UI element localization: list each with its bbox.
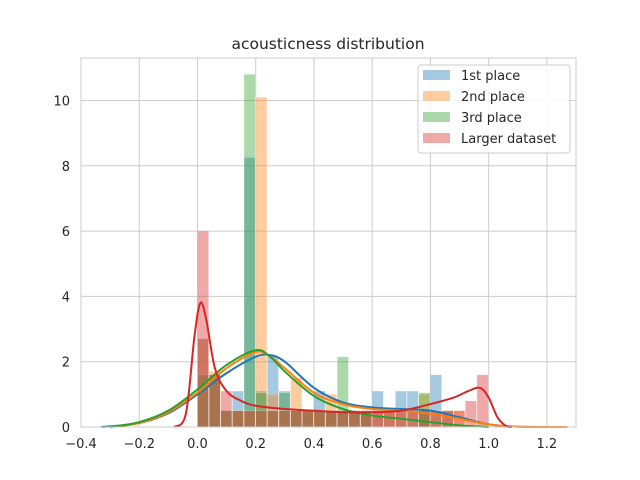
histogram-bar-larger-dataset [465,400,477,428]
histogram-bar-larger-dataset [243,410,256,428]
plot-frame [80,57,577,428]
legend: 1st place 2nd place 3rd place Larger datase… [417,64,571,154]
kde-line-1st-place [101,353,547,428]
x-tick-label: 0.4 [304,437,325,452]
x-tick-label: −0.4 [65,437,97,452]
y-axis-ticks: 0 2 4 6 8 10 [53,94,70,436]
x-tick-label: 0.6 [362,437,383,452]
x-axis-ticks: −0.4 −0.2 0.0 0.2 0.4 0.6 0.8 1.0 1.2 [65,437,557,452]
histogram-bar-larger-dataset [325,410,337,428]
legend-swatch [423,91,450,101]
histogram-bar-larger-dataset [290,410,303,428]
histogram-bar-larger-dataset [220,390,233,428]
legend-swatch [423,133,450,143]
histogram-bar-larger-dataset [232,410,244,428]
histogram-bar-larger-dataset [278,410,291,428]
legend-label: 3rd place [461,111,522,126]
kde-curves [101,301,568,429]
kde-line-3rd-place [109,349,489,428]
kde-line-larger-dataset [173,301,513,429]
x-tick-label: 0.8 [420,437,441,452]
legend-label: 1st place [461,69,520,84]
legend-swatch [423,112,450,122]
legend-swatch [423,70,450,80]
histogram-bar-larger-dataset [476,374,489,428]
legend-label: Larger dataset [461,132,556,147]
x-tick-label: −0.2 [123,437,155,452]
y-tick-label: 4 [62,290,70,305]
histogram-bar-2nd-place [255,96,268,428]
histogram-bar-larger-dataset [302,410,314,428]
legend-label: 2nd place [461,90,525,105]
x-tick-label: 0.2 [245,437,266,452]
y-tick-label: 10 [53,94,70,109]
x-tick-label: 1.0 [478,437,499,452]
histogram-bar-larger-dataset [313,410,326,428]
x-tick-label: 0.0 [187,437,208,452]
x-tick-label: 1.2 [537,437,558,452]
y-tick-label: 0 [62,421,70,436]
histogram-bar-larger-dataset [255,410,268,428]
chart-title: acousticness distribution [231,35,424,53]
histogram-bar-larger-dataset [267,410,279,428]
y-tick-label: 6 [62,225,70,240]
legend-box [417,64,571,154]
histogram-bar-3rd-place [243,74,256,428]
histogram-bar-larger-dataset [197,230,209,428]
grid [80,58,576,428]
y-tick-label: 8 [62,160,70,175]
y-tick-label: 2 [62,356,70,371]
